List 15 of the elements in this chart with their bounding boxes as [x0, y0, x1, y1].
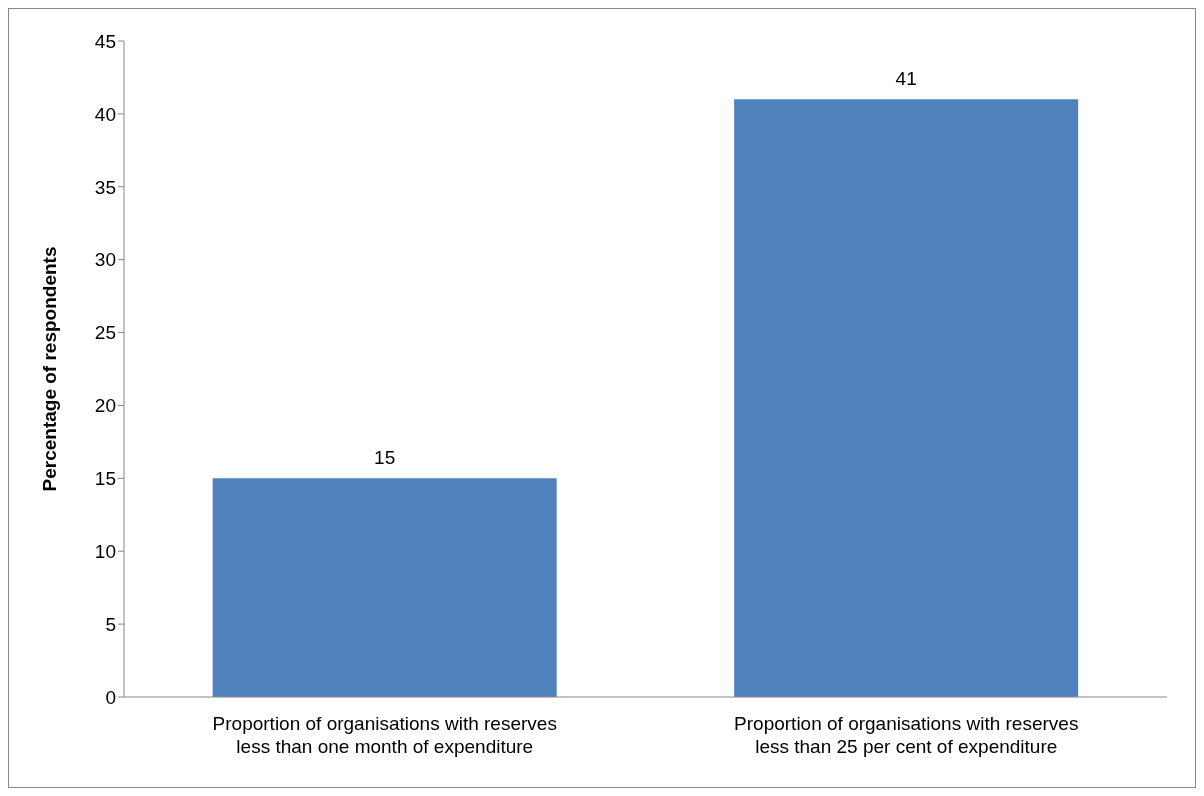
y-tick-label: 45 [94, 30, 116, 52]
x-tick-label: Proportion of organisations with reserves less than 25 per cent of expenditure [734, 713, 1079, 757]
y-axis-title: Percentage of respondents [38, 246, 60, 492]
y-tick-label: 35 [94, 176, 116, 198]
y-tick-label: 30 [94, 249, 116, 271]
x-tick-label: Proportion of organisations with reserves less than one month of expenditure [212, 713, 557, 757]
y-tick-label: 5 [105, 613, 116, 635]
y-tick-label: 20 [94, 395, 116, 417]
y-tick-label: 25 [94, 322, 116, 344]
y-tick-label: 15 [94, 468, 116, 490]
y-tick-label: 10 [94, 540, 116, 562]
data-label: 41 [895, 68, 917, 90]
y-tick-label: 40 [94, 103, 116, 125]
data-label: 15 [374, 447, 396, 469]
y-tick-label: 0 [105, 686, 116, 708]
